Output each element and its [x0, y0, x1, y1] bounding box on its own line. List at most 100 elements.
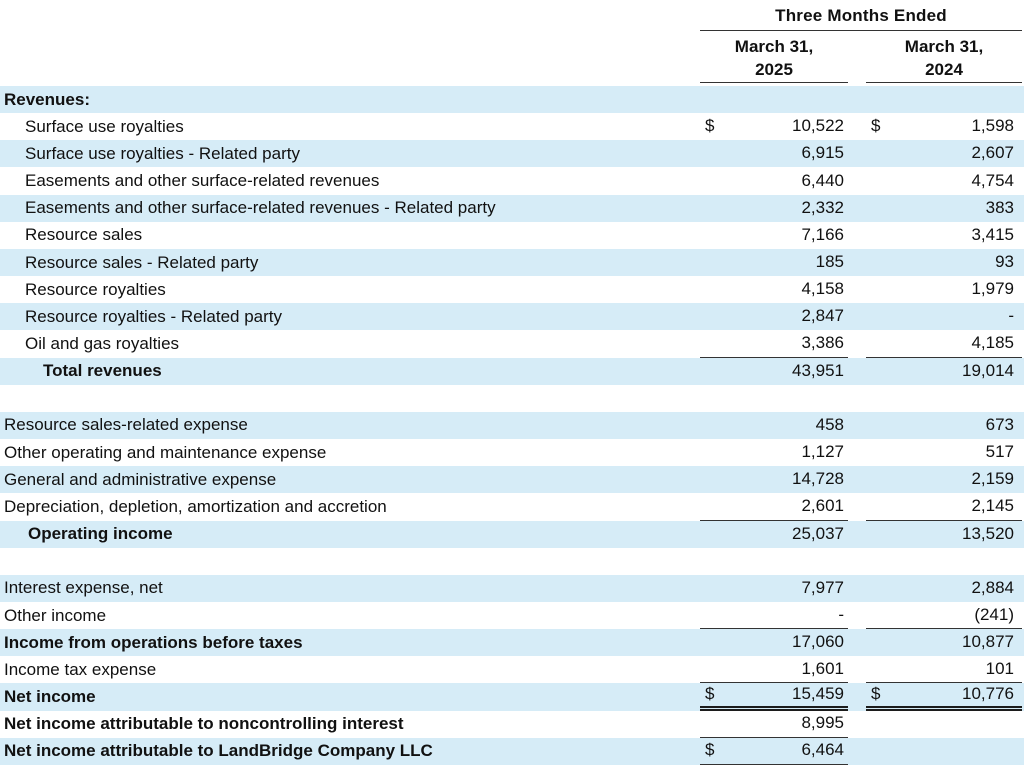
- amount-2024: 4,185: [971, 332, 1014, 352]
- amount-2025: 1,127: [801, 442, 844, 462]
- table-row: Income tax expense 1,601 101: [0, 656, 1024, 684]
- value-2025: 43,951: [700, 358, 848, 385]
- table-row: Easements and other surface-related reve…: [0, 194, 1024, 222]
- row-label: Surface use royalties - Related party: [25, 143, 300, 163]
- row-label: Resource royalties - Related party: [25, 306, 283, 326]
- table-row: Operating income 25,037 13,520: [0, 520, 1024, 548]
- value-2024: 383: [866, 195, 1022, 222]
- table-row: General and administrative expense 14,72…: [0, 466, 1024, 494]
- value-2024: 93: [866, 249, 1022, 276]
- amount-2025: 1,601: [801, 658, 844, 678]
- value-2025: 7,977: [700, 575, 848, 602]
- amount-2024: 13,520: [962, 523, 1014, 543]
- row-label: Income tax expense: [4, 659, 157, 679]
- amount-2024: 673: [985, 414, 1014, 434]
- row-label: Resource sales - Related party: [25, 252, 259, 272]
- value-2024: 517: [866, 439, 1022, 466]
- value-2025: 8,995: [700, 711, 848, 738]
- dollar-sign: $: [871, 116, 881, 136]
- table-row: Surface use royalties - Related party 6,…: [0, 140, 1024, 168]
- row-label: Net income: [4, 687, 96, 707]
- column-gap: [848, 303, 866, 330]
- row-label: Net income attributable to noncontrollin…: [4, 714, 404, 734]
- column-header-2025-year: 2025: [755, 60, 793, 79]
- table-row: Net income attributable to noncontrollin…: [0, 711, 1024, 738]
- amount-2025: 6,915: [801, 143, 844, 163]
- value-2025: 6,915: [700, 140, 848, 167]
- value-2025: $ 6,464: [700, 738, 848, 765]
- table-row: [0, 385, 1024, 412]
- table-row: Other operating and maintenance expense …: [0, 439, 1024, 466]
- amount-2024: 4,754: [971, 170, 1014, 190]
- table-row: Resource royalties 4,158 1,979: [0, 276, 1024, 303]
- column-gap: [848, 249, 866, 276]
- value-2025: $ 15,459: [700, 683, 848, 711]
- value-2024: 4,754: [866, 167, 1022, 194]
- table-row: Net income $ 15,459 $ 10,776: [0, 683, 1024, 711]
- value-2025: 458: [700, 412, 848, 439]
- amount-2025: 185: [815, 252, 844, 272]
- amount-2025: 2,332: [801, 197, 844, 217]
- row-label: Total revenues: [43, 361, 162, 381]
- column-gap: [848, 602, 866, 629]
- column-gap: [848, 330, 866, 357]
- column-gap: [848, 575, 866, 602]
- row-label: General and administrative expense: [4, 469, 277, 489]
- table-row: Resource sales 7,166 3,415: [0, 222, 1024, 249]
- amount-2024: 1,979: [971, 279, 1014, 299]
- value-2024: 3,415: [866, 222, 1022, 249]
- value-2025: 3,386: [700, 330, 848, 358]
- column-gap: [848, 276, 866, 303]
- column-gap: [848, 683, 866, 710]
- dollar-sign: $: [705, 740, 715, 760]
- row-label: Resource sales: [25, 225, 143, 245]
- period-header: Three Months Ended March 31, 2025 March …: [700, 0, 1022, 86]
- row-label: Depreciation, depletion, amortization an…: [4, 496, 387, 516]
- amount-2025: 10,522: [792, 116, 844, 136]
- column-gap: [848, 493, 866, 520]
- row-label: Resource sales-related expense: [4, 415, 248, 435]
- value-2025: 6,440: [700, 167, 848, 194]
- amount-2025: 17,060: [792, 632, 844, 652]
- column-gap: [848, 358, 866, 385]
- amount-2024: 93: [995, 252, 1014, 272]
- amount-2025: 15,459: [792, 684, 844, 704]
- table-header: Three Months Ended March 31, 2025 March …: [0, 0, 1024, 86]
- table-row: Income from operations before taxes 17,0…: [0, 629, 1024, 657]
- value-2024: $ 10,776: [866, 683, 1022, 711]
- amount-2024: 383: [985, 197, 1014, 217]
- amount-2024: 2,145: [971, 495, 1014, 515]
- value-2024: 13,520: [866, 521, 1022, 548]
- amount-2024: 517: [985, 442, 1014, 462]
- column-header-2024: March 31, 2024: [866, 32, 1022, 83]
- period-columns: March 31, 2025 March 31, 2024: [700, 32, 1022, 83]
- column-header-2025-month: March 31,: [734, 37, 814, 56]
- row-label: Net income attributable to LandBridge Co…: [4, 741, 433, 761]
- table-row: Resource sales-related expense 458 673: [0, 411, 1024, 440]
- table-row: Revenues:: [0, 86, 1024, 114]
- amount-2024: 10,776: [962, 684, 1014, 704]
- column-gap: [848, 195, 866, 222]
- amount-2025: 458: [815, 414, 844, 434]
- header-spacer: [0, 0, 700, 86]
- amount-2025: 6,464: [801, 740, 844, 760]
- table-row: [0, 548, 1024, 575]
- row-label: Revenues:: [4, 89, 90, 109]
- amount-2024: 1,598: [971, 116, 1014, 136]
- amount-2025: 8,995: [801, 713, 844, 733]
- column-gap: [848, 466, 866, 493]
- amount-2025: 25,037: [792, 523, 844, 543]
- value-2025: 1,601: [700, 656, 848, 684]
- period-group-title: Three Months Ended: [700, 0, 1022, 31]
- column-gap: [848, 140, 866, 167]
- value-2025: 25,037: [700, 521, 848, 548]
- value-2025: 4,158: [700, 276, 848, 303]
- table-body: Revenues: Surface use royalties $ 10,522…: [0, 86, 1024, 765]
- value-2025: 14,728: [700, 466, 848, 493]
- row-label: Other operating and maintenance expense: [4, 442, 327, 462]
- row-label: Interest expense, net: [4, 578, 163, 598]
- row-label: Oil and gas royalties: [25, 333, 180, 353]
- value-2024: (241): [866, 602, 1022, 630]
- column-gap: [848, 439, 866, 466]
